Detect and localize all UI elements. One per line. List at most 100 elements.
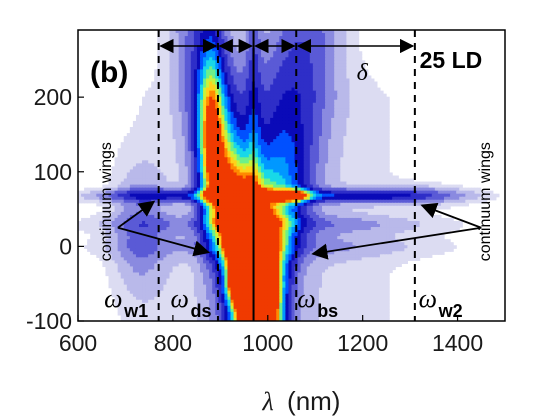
heatmap-cell [84,199,88,204]
heatmap-cell [148,114,152,119]
heatmap-cell [361,75,366,80]
heatmap-cell [440,187,445,192]
heatmap-cell [227,187,232,192]
heatmap-cell [212,117,216,122]
heatmap-cell [178,84,183,89]
heatmap-cell [349,169,354,174]
heatmap-cell [245,199,250,204]
heatmap-cell [300,90,305,95]
heatmap-cell [239,30,244,34]
heatmap-cell [276,199,280,204]
heatmap-cell [395,184,399,189]
heatmap-cell [242,120,247,125]
heatmap-cell [108,205,113,210]
heatmap-cell [145,148,149,152]
heatmap-cell [407,193,412,198]
heatmap-cell [209,169,213,174]
heatmap-cell [148,154,152,158]
heatmap-cell [282,60,286,64]
heatmap-cell [239,136,244,140]
heatmap-cell [96,202,100,207]
heatmap-cell [203,105,207,110]
heatmap-cell [392,202,396,207]
heatmap-cell [334,33,338,37]
heatmap-cell [123,160,128,164]
heatmap-cell [373,142,378,146]
heatmap-cell [346,136,351,140]
heatmap-cell [282,190,286,195]
heatmap-cell [227,60,232,64]
heatmap-cell [361,160,366,164]
heatmap-cell [373,90,378,95]
heatmap-cell [346,163,351,168]
heatmap-cell [196,175,201,180]
heatmap-cell [236,72,241,77]
heatmap-cell [221,184,225,189]
heatmap-cell [135,130,140,134]
heatmap-cell [322,66,326,71]
heatmap-cell [352,36,357,40]
heatmap-cell [230,154,235,158]
heatmap-cell [355,60,360,64]
heatmap-cell [340,90,344,95]
heatmap-cell [254,127,259,131]
heatmap-cell [187,193,192,198]
heatmap-cell [373,120,378,125]
heatmap-cell [200,108,204,113]
heatmap-cell [257,81,262,86]
heatmap-cell [227,33,232,37]
heatmap-cell [401,202,405,207]
heatmap-cell [212,108,216,113]
heatmap-cell [267,117,271,122]
heatmap-cell [309,145,314,149]
heatmap-cell [117,163,122,168]
heatmap-cell [276,127,280,131]
heatmap-cell [361,196,366,201]
heatmap-cell [352,166,357,171]
heatmap-cell [178,169,183,174]
heatmap-cell [148,184,152,189]
heatmap-cell [379,178,384,183]
heatmap-cell [340,96,344,101]
heatmap-cell [157,78,161,83]
heatmap-cell [447,184,451,189]
heatmap-cell [233,102,238,107]
heatmap-cell [200,199,204,204]
heatmap-cell [282,139,286,143]
heatmap-cell [309,199,314,204]
heatmap-cell [331,111,335,116]
heatmap-cell [361,148,366,152]
heatmap-cell [254,202,259,207]
heatmap-cell [163,133,168,137]
heatmap-cell [175,33,180,37]
heatmap-cell [379,127,384,131]
heatmap-cell [364,133,369,137]
heatmap-cell [358,105,363,110]
heatmap-cell [166,78,171,83]
heatmap-cell [248,114,253,119]
heatmap-cell [343,81,347,86]
heatmap-cell [264,36,268,40]
heatmap-cell [294,63,299,67]
heatmap-cell [117,178,122,183]
heatmap-cell [328,78,332,83]
heatmap-cell [175,63,180,67]
heatmap-cell [257,202,262,207]
heatmap-cell [254,181,259,186]
heatmap-cell [361,78,366,83]
heatmap-cell [358,87,363,92]
heatmap-cell [151,187,155,192]
heatmap-cell [224,72,229,77]
heatmap-cell [288,187,293,192]
heatmap-cell [276,114,280,119]
heatmap-cell [227,175,232,180]
heatmap-cell [331,145,335,149]
heatmap-cell [267,166,271,171]
heatmap-cell [300,108,305,113]
heatmap-cell [245,151,250,155]
heatmap-cell [166,190,171,195]
heatmap-cell [297,93,302,98]
heatmap-cell [282,151,286,155]
heatmap-cell [139,157,143,161]
heatmap-cell [221,105,225,110]
